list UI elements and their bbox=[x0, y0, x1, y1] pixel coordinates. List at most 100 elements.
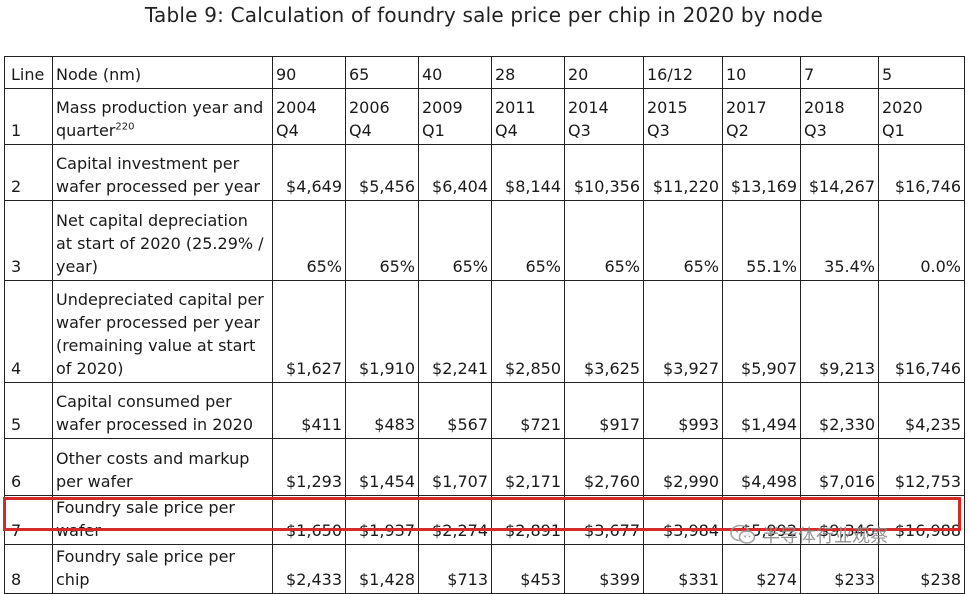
node-column-header: 40 bbox=[418, 56, 492, 89]
table-cell: 2015 Q3 bbox=[643, 88, 723, 145]
table-cell: $10,356 bbox=[564, 144, 644, 201]
table-row: 4 Undepreciated capital per wafer proces… bbox=[4, 280, 965, 383]
line-number: 4 bbox=[4, 280, 53, 383]
table-cell: 65% bbox=[643, 200, 723, 281]
table-cell: 2017 Q2 bbox=[722, 88, 801, 145]
cell-quarter: Q4 bbox=[349, 121, 372, 140]
table-cell: $3,625 bbox=[564, 280, 644, 383]
cell-year: 2004 bbox=[276, 98, 317, 117]
cell-year: 2014 bbox=[568, 98, 609, 117]
cell-year: 2015 bbox=[647, 98, 688, 117]
table-cell: $233 bbox=[800, 544, 879, 594]
table-cell: $9,346 bbox=[800, 495, 879, 545]
row-label: Other costs and markup per wafer bbox=[52, 438, 273, 496]
table-cell: $483 bbox=[345, 382, 419, 439]
table-cell: $3,677 bbox=[564, 495, 644, 545]
cell-quarter: Q3 bbox=[804, 121, 827, 140]
row-label: Net capital depreciation at start of 202… bbox=[52, 200, 273, 281]
cell-year: 2011 bbox=[495, 98, 536, 117]
table-cell: $5,456 bbox=[345, 144, 419, 201]
cell-year: 2006 bbox=[349, 98, 390, 117]
row-label: Capital investment per wafer processed p… bbox=[52, 144, 273, 201]
footnote-ref: 220 bbox=[115, 121, 135, 133]
table-cell: $1,494 bbox=[722, 382, 801, 439]
table-cell: $16,746 bbox=[878, 280, 965, 383]
table-cell: $2,171 bbox=[491, 438, 565, 496]
watermark: 半导体行业观察 bbox=[730, 522, 888, 548]
table-row: 5 Capital consumed per wafer processed i… bbox=[4, 382, 965, 439]
table-cell: 2006 Q4 bbox=[345, 88, 419, 145]
table-cell: $721 bbox=[491, 382, 565, 439]
cell-year: 2020 bbox=[882, 98, 923, 117]
row-label: Mass production year and quarter220 bbox=[52, 88, 273, 145]
table-cell: $6,404 bbox=[418, 144, 492, 201]
cell-quarter: Q2 bbox=[726, 121, 749, 140]
node-column-header: 65 bbox=[345, 56, 419, 89]
header-row: Line Node (nm) 90 65 40 28 20 16/12 10 7… bbox=[4, 56, 965, 89]
table-row: 3 Net capital depreciation at start of 2… bbox=[4, 200, 965, 281]
node-column-header: 20 bbox=[564, 56, 644, 89]
table-cell: 2004 Q4 bbox=[272, 88, 346, 145]
cell-quarter: Q4 bbox=[495, 121, 518, 140]
line-number: 5 bbox=[4, 382, 53, 439]
table-cell: $2,274 bbox=[418, 495, 492, 545]
cell-quarter: Q1 bbox=[422, 121, 445, 140]
cell-year: 2018 bbox=[804, 98, 845, 117]
table-cell: $11,220 bbox=[643, 144, 723, 201]
table-cell: 2018 Q3 bbox=[800, 88, 879, 145]
row-label: Undepreciated capital per wafer processe… bbox=[52, 280, 273, 383]
table-cell: $2,433 bbox=[272, 544, 346, 594]
table-cell: 65% bbox=[272, 200, 346, 281]
node-column-header: 7 bbox=[800, 56, 879, 89]
node-column-header: 90 bbox=[272, 56, 346, 89]
table-cell: $238 bbox=[878, 544, 965, 594]
table-cell: $274 bbox=[722, 544, 801, 594]
table-cell: 0.0% bbox=[878, 200, 965, 281]
cell-year: 2009 bbox=[422, 98, 463, 117]
table-cell: $9,213 bbox=[800, 280, 879, 383]
table-cell: $993 bbox=[643, 382, 723, 439]
table-row: 2 Capital investment per wafer processed… bbox=[4, 144, 965, 201]
table-cell: $567 bbox=[418, 382, 492, 439]
table-cell: $4,235 bbox=[878, 382, 965, 439]
table-cell: $1,454 bbox=[345, 438, 419, 496]
table-cell: $2,760 bbox=[564, 438, 644, 496]
table-cell: $7,016 bbox=[800, 438, 879, 496]
cell-quarter: Q3 bbox=[568, 121, 591, 140]
table-cell: 2009 Q1 bbox=[418, 88, 492, 145]
table-cell: $2,241 bbox=[418, 280, 492, 383]
table-cell: 2011 Q4 bbox=[491, 88, 565, 145]
table-row: 1 Mass production year and quarter220 20… bbox=[4, 88, 965, 145]
node-column-header: 5 bbox=[878, 56, 965, 89]
table-cell: $12,753 bbox=[878, 438, 965, 496]
table-cell: $1,650 bbox=[272, 495, 346, 545]
table-cell: 65% bbox=[564, 200, 644, 281]
table-cell: 65% bbox=[491, 200, 565, 281]
line-header: Line bbox=[4, 56, 53, 89]
row-label: Capital consumed per wafer processed in … bbox=[52, 382, 273, 439]
table-cell: $1,428 bbox=[345, 544, 419, 594]
table-cell: $713 bbox=[418, 544, 492, 594]
table-cell: 55.1% bbox=[722, 200, 801, 281]
table-cell: $3,984 bbox=[643, 495, 723, 545]
table-cell: 2014 Q3 bbox=[564, 88, 644, 145]
row-label-text: Mass production year and quarter bbox=[56, 98, 264, 140]
node-column-header: 16/12 bbox=[643, 56, 723, 89]
table-cell: 2020 Q1 bbox=[878, 88, 965, 145]
table-cell: $1,910 bbox=[345, 280, 419, 383]
table-cell: $16,988 bbox=[878, 495, 965, 545]
line-number: 2 bbox=[4, 144, 53, 201]
table-cell: $1,627 bbox=[272, 280, 346, 383]
cell-quarter: Q4 bbox=[276, 121, 299, 140]
table-cell: $453 bbox=[491, 544, 565, 594]
table-cell: 65% bbox=[345, 200, 419, 281]
table-cell: 65% bbox=[418, 200, 492, 281]
table-cell: $2,990 bbox=[643, 438, 723, 496]
table-cell: 35.4% bbox=[800, 200, 879, 281]
line-number: 7 bbox=[4, 495, 53, 545]
watermark-text: 半导体行业观察 bbox=[762, 526, 888, 547]
line-number: 3 bbox=[4, 200, 53, 281]
table-cell: $399 bbox=[564, 544, 644, 594]
line-number: 6 bbox=[4, 438, 53, 496]
cell-quarter: Q1 bbox=[882, 121, 905, 140]
